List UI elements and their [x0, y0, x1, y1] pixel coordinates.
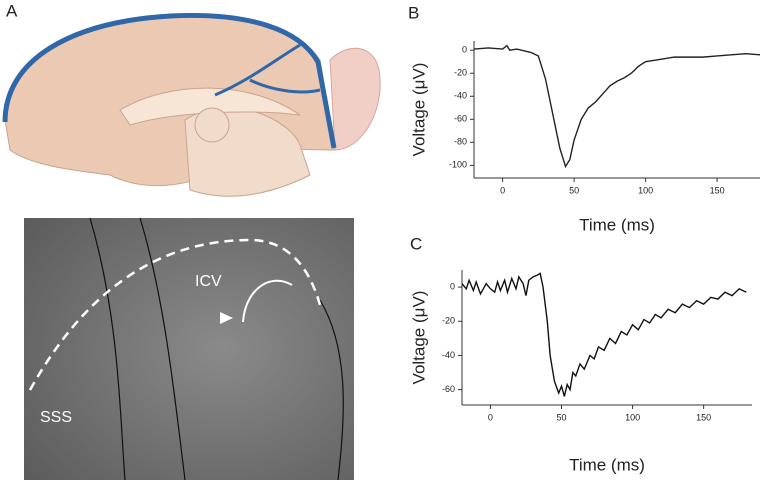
panel-label: C [410, 234, 422, 253]
x-tick-label: 0 [488, 412, 493, 422]
y-tick-label: -60 [442, 384, 455, 394]
x-tick-label: 150 [710, 185, 725, 195]
y-tick-label: -60 [454, 114, 467, 124]
panel-label: B [408, 3, 419, 22]
x-axis-label: Time (ms) [579, 215, 655, 234]
x-tick-label: 100 [625, 412, 640, 422]
image-label: ICV [195, 273, 222, 290]
x-tick-label: 150 [696, 412, 711, 422]
data-line [461, 272, 747, 397]
brain-illustration [2, 12, 381, 197]
y-tick-label: -40 [442, 350, 455, 360]
image-label: SSS [40, 409, 72, 426]
x-tick-label: 100 [638, 185, 653, 195]
y-tick-label: -80 [454, 137, 467, 147]
y-tick-label: -40 [454, 91, 467, 101]
angiogram: ICV SSS [24, 217, 354, 481]
y-tick-label: -20 [442, 316, 455, 326]
y-axis-label: Voltage (μV) [409, 63, 428, 157]
data-line [473, 44, 761, 169]
y-tick-label: -20 [454, 68, 467, 78]
x-tick-label: 50 [569, 185, 579, 195]
y-tick-label: 0 [450, 281, 455, 291]
y-axis-label: Voltage (μV) [409, 291, 428, 385]
y-tick-label: 0 [462, 45, 467, 55]
y-tick-label: -100 [449, 160, 467, 170]
panel-label: A [6, 1, 18, 20]
x-axis-label: Time (ms) [569, 455, 645, 474]
x-tick-label: 50 [557, 412, 567, 422]
x-tick-label: 0 [500, 185, 505, 195]
